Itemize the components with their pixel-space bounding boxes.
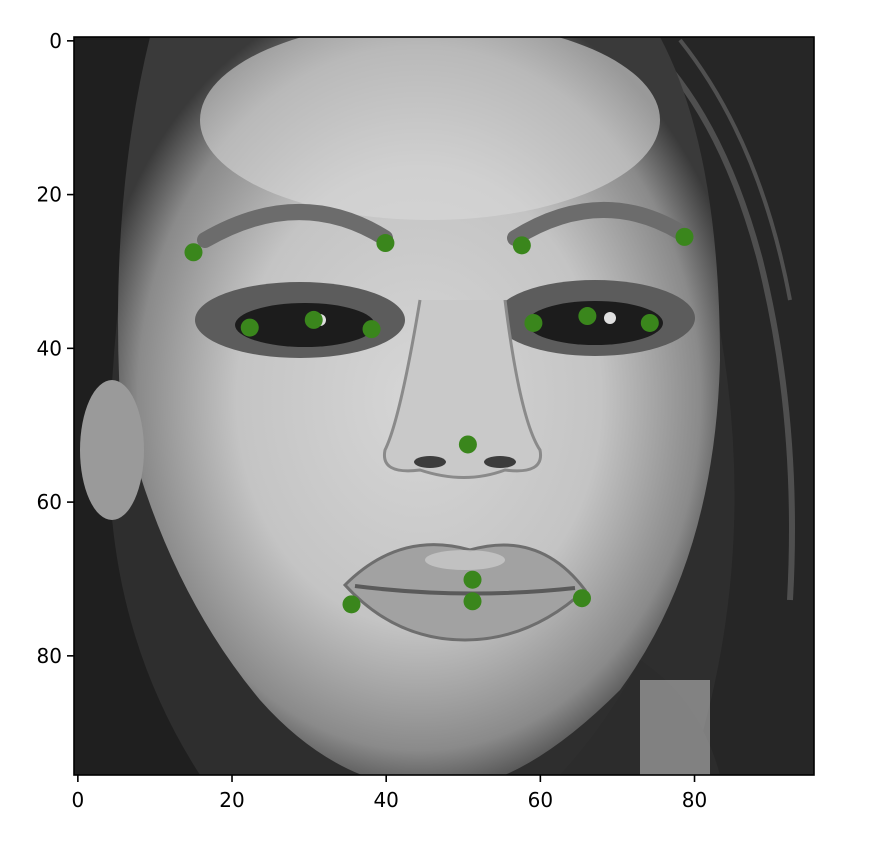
landmark-point <box>524 313 543 332</box>
x-tick-label: 40 <box>373 788 398 812</box>
y-tick-label: 80 <box>37 644 62 668</box>
landmark-points <box>184 227 694 614</box>
landmark-point <box>640 313 659 332</box>
y-tick-label: 60 <box>37 490 62 514</box>
landmark-point <box>463 592 482 611</box>
face-photo-image <box>74 37 814 775</box>
landmark-point <box>304 310 323 329</box>
x-tick-label: 20 <box>219 788 244 812</box>
landmark-point <box>463 570 482 589</box>
landmark-point <box>572 589 591 608</box>
landmark-point <box>342 595 361 614</box>
landmark-point <box>184 243 203 262</box>
x-tick-label: 60 <box>528 788 553 812</box>
y-tick-label: 40 <box>37 336 62 360</box>
landmark-point <box>512 236 531 255</box>
landmark-point <box>578 307 597 326</box>
axes-frame <box>73 36 815 776</box>
y-tick-label: 0 <box>49 29 62 53</box>
landmark-point <box>458 435 477 454</box>
y-tick-label: 20 <box>37 183 62 207</box>
y-axis-ticks: 0 20 40 60 80 <box>37 29 74 668</box>
landmark-point <box>675 227 694 246</box>
x-axis-ticks: 0 20 40 60 80 <box>71 775 707 812</box>
landmark-point <box>376 234 395 253</box>
landmark-point <box>240 318 259 337</box>
x-tick-label: 80 <box>682 788 707 812</box>
x-tick-label: 0 <box>71 788 84 812</box>
landmark-point <box>362 320 381 339</box>
